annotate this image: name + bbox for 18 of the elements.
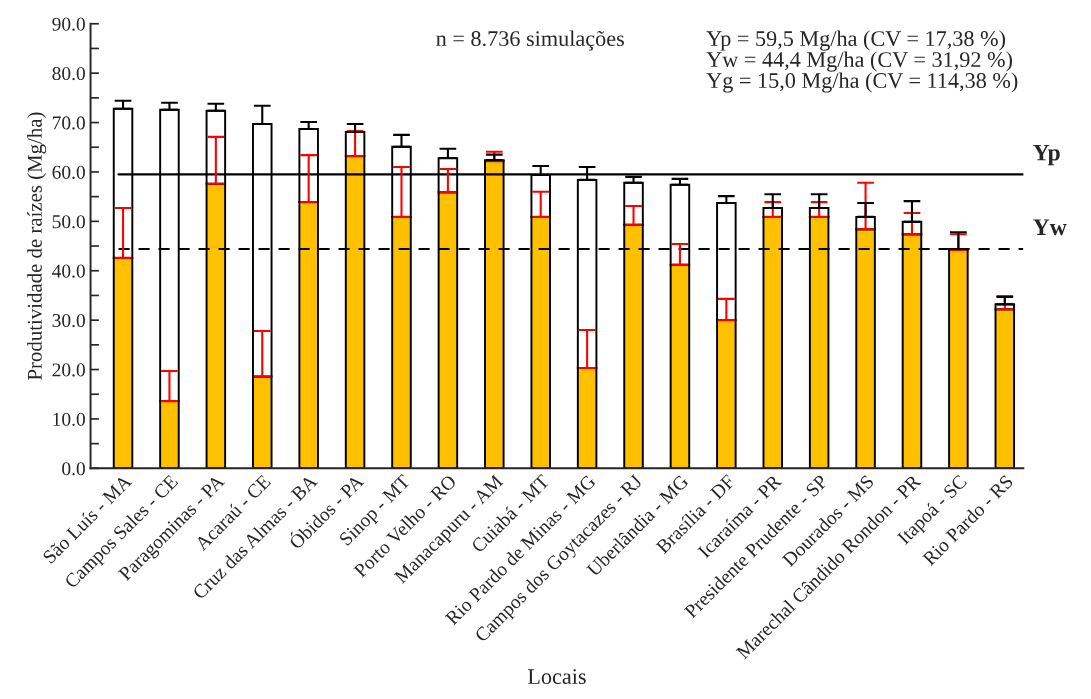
y-tick-label: 30.0: [52, 313, 85, 328]
y-tick-label: 40.0: [52, 264, 85, 278]
annotation: n = 8.736 simulações: [436, 30, 624, 51]
y-tick-label: 0.0: [62, 462, 85, 476]
annotation: Yg = 15,0 Mg/ha (CV = 114,38 %): [706, 72, 1018, 93]
y-axis-title: Produtividade de raízes (Mg/ha): [27, 112, 47, 380]
ref-line-label: Yp: [1033, 144, 1060, 166]
y-tick-label: 50.0: [52, 215, 85, 229]
x-axis-title: Locais: [527, 669, 586, 685]
ref-line-label: Yw: [1033, 219, 1067, 236]
y-tick-label: 90.0: [52, 17, 85, 31]
y-tick-label: 60.0: [52, 165, 85, 179]
y-tick-label: 70.0: [52, 116, 85, 130]
y-tick-label: 20.0: [52, 363, 85, 377]
annotation: Yw = 44,4 Mg/ha (CV = 31,92 %): [706, 51, 1012, 72]
annotation: Yp = 59,5 Mg/ha (CV = 17,38 %): [706, 30, 1006, 51]
y-tick-label: 10.0: [53, 412, 85, 426]
y-tick-label: 80.0: [52, 66, 85, 81]
